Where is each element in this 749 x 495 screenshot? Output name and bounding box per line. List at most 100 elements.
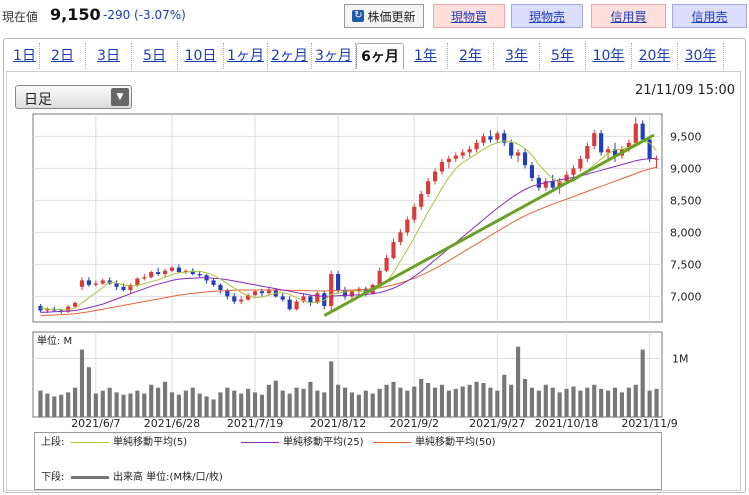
volume-bar [66, 392, 71, 417]
legend-ma5: 単純移動平均(5) [71, 436, 187, 450]
candle-body [536, 178, 541, 188]
legend-volume-label: 出来高 単位:(M株/口/枚) [113, 472, 223, 483]
candle-body [211, 280, 216, 285]
volume-bar [377, 388, 382, 417]
genbutsu-sell-button[interactable]: 現物売 [511, 4, 583, 28]
volume-bar [426, 383, 431, 417]
candle-body [232, 296, 237, 302]
tab-period-9[interactable]: 1年 [404, 43, 448, 69]
volume-bar [612, 387, 618, 417]
tab-period-14[interactable]: 20年 [632, 43, 678, 69]
price-header: 現在値 9,150 -290 (-3.07%) ↻ 株価更新 現物買 現物売 信… [0, 0, 749, 32]
volume-bar [280, 390, 285, 417]
price-tick-label: 7,000 [670, 290, 702, 303]
date-tick-label: 2021/11/9 [621, 417, 677, 430]
price-tick-label: 8,500 [670, 194, 702, 207]
volume-bar [38, 390, 43, 417]
candle-body [516, 152, 521, 156]
volume-bar [391, 381, 396, 417]
tab-period-7[interactable]: 3ヶ月 [312, 43, 356, 69]
candle-body [79, 280, 85, 287]
volume-bar [266, 384, 271, 417]
candle-body [149, 272, 154, 278]
volume-unit-label: 単位: M [37, 334, 72, 347]
candle-body [121, 286, 126, 290]
candle-body [336, 274, 341, 290]
candle-body [405, 219, 410, 233]
volume-bar [162, 381, 168, 417]
volume-bar [52, 396, 57, 417]
ma5-line [40, 140, 657, 311]
volume-bar [536, 390, 541, 417]
legend-ma50-label: 単純移動平均(50) [415, 437, 496, 448]
legend-ma25-label: 単純移動平均(25) [283, 437, 364, 448]
volume-bar [647, 390, 652, 417]
candle-body [398, 232, 403, 242]
shinyo-sell-button[interactable]: 信用売 [672, 4, 747, 28]
volume-bar [564, 388, 569, 417]
chart-datetime: 21/11/09 15:00 [635, 83, 735, 98]
volume-bar [197, 393, 202, 417]
candle-body [509, 142, 514, 156]
tab-period-15[interactable]: 30年 [678, 43, 724, 69]
tab-period-12[interactable]: 5年 [540, 43, 586, 69]
price-tick-label: 7,500 [670, 258, 702, 271]
candle-body [412, 206, 417, 220]
candle-body [246, 295, 251, 300]
candle-body [342, 290, 348, 297]
shinyo-buy-button[interactable]: 信用買 [591, 4, 666, 28]
candle-body [45, 309, 50, 311]
volume-bar [59, 394, 64, 417]
refresh-price-button[interactable]: ↻ 株価更新 [344, 4, 424, 28]
legend-ma25: 単純移動平均(25) [241, 436, 364, 450]
price-change: -290 (-3.07%) [103, 8, 186, 22]
tab-period-5[interactable]: 1ヶ月 [224, 43, 268, 69]
candle-body [599, 133, 604, 153]
volume-bar [135, 390, 140, 417]
volume-bar [107, 387, 112, 417]
candle-body [426, 181, 431, 194]
candle-body [467, 149, 472, 153]
volume-bar [239, 393, 244, 417]
volume-bar [474, 381, 479, 417]
date-tick-label: 2021/6/7 [71, 417, 120, 430]
volume-bar [356, 394, 361, 417]
candle-body [647, 139, 652, 159]
legend-lower-row: 下段: 出来高 単位:(M株/口/枚) [41, 471, 651, 485]
candle-body [329, 274, 334, 306]
legend-ma5-label: 単純移動平均(5) [113, 437, 188, 448]
date-tick-label: 2021/10/18 [535, 417, 598, 430]
tab-period-13[interactable]: 10年 [586, 43, 632, 69]
volume-bar [273, 380, 278, 417]
tab-period-2[interactable]: 3日 [86, 43, 132, 69]
candle-body [252, 291, 258, 296]
candle-body [308, 296, 313, 303]
period-select[interactable]: 日足 ▼ [15, 85, 132, 109]
genbutsu-buy-button[interactable]: 現物買 [433, 4, 505, 28]
candle-body [550, 181, 555, 188]
volume-bar [626, 387, 631, 417]
volume-bar [79, 349, 85, 417]
candle-body [481, 136, 486, 143]
candle-body [218, 284, 223, 290]
volume-bar [121, 394, 126, 417]
volume-bar [654, 388, 659, 417]
volume-bar [509, 384, 514, 417]
date-tick-label: 2021/9/27 [469, 417, 525, 430]
chevron-down-icon: ▼ [111, 88, 129, 106]
volume-bar [232, 390, 237, 417]
tab-period-8[interactable]: 6ヶ月 [356, 43, 404, 69]
tab-period-0[interactable]: 1日 [10, 43, 40, 69]
candle-body [453, 155, 458, 159]
tab-period-1[interactable]: 2日 [40, 43, 86, 69]
refresh-icon: ↻ [352, 10, 365, 22]
tab-period-11[interactable]: 3年 [494, 43, 540, 69]
tab-period-6[interactable]: 2ヶ月 [268, 43, 312, 69]
tab-period-4[interactable]: 10日 [178, 43, 224, 69]
tab-period-3[interactable]: 5日 [132, 43, 178, 69]
volume-bar [100, 390, 105, 417]
candle-body [474, 142, 479, 150]
candle-body [135, 278, 140, 285]
tab-period-10[interactable]: 2年 [448, 43, 494, 69]
candle-body [225, 290, 230, 297]
